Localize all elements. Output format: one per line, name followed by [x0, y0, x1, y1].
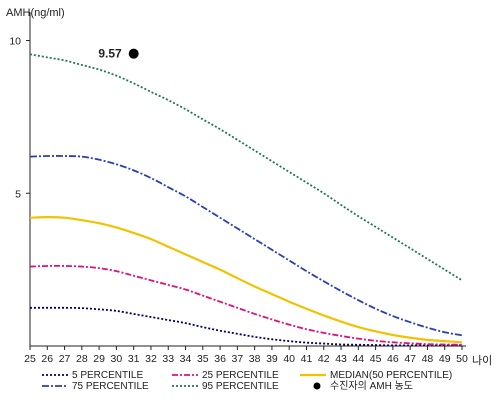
- x-tick-label: 37: [232, 353, 244, 365]
- x-tick-label: 49: [439, 353, 451, 365]
- x-tick-label: 32: [145, 353, 157, 365]
- x-tick-label: 27: [59, 353, 71, 365]
- x-tick-label: 25: [24, 353, 36, 365]
- x-tick-label: 35: [197, 353, 209, 365]
- legend-label-5-percentile: 5 PERCENTILE: [72, 370, 143, 381]
- x-tick-label: 39: [266, 353, 278, 365]
- legend-marker-patient-point: [313, 382, 321, 390]
- series-line-95-percentile: [29, 53, 463, 282]
- y-axis-title: AMH(ng/ml): [6, 7, 65, 19]
- patient-point-label: 9.57: [98, 47, 122, 61]
- x-tick-label: 29: [93, 353, 105, 365]
- x-tick-label: 30: [111, 353, 123, 365]
- series-line-25-percentile: [29, 264, 463, 346]
- x-tick-label: 47: [404, 353, 416, 365]
- x-tick-label: 41: [301, 353, 313, 365]
- axes: 25 26 27 28 29 30 31 32 33 34 35 36 37 38 39 40 41 42 43 44…: [9, 12, 468, 365]
- x-tick-label: 42: [318, 353, 330, 365]
- y-tick-label: 10: [9, 36, 21, 48]
- x-tick-label: 40: [283, 353, 295, 365]
- x-tick-label: 45: [370, 353, 382, 365]
- x-tick-label: 28: [76, 353, 88, 365]
- series-line-5-percentile: [29, 306, 462, 347]
- x-tick-label: 38: [249, 353, 261, 365]
- x-tick-label: 31: [128, 353, 140, 365]
- x-tick-label: 36: [214, 353, 226, 365]
- legend-label-95-percentile: 95 PERCENTILE: [202, 381, 279, 392]
- x-tick-label: 33: [162, 353, 174, 365]
- legend-label-75-percentile: 75 PERCENTILE: [72, 381, 149, 392]
- legend-label-median-50-percentile: MEDIAN(50 PERCENTILE): [330, 370, 452, 381]
- x-tick-label: 34: [180, 353, 192, 365]
- x-tick-label: 44: [352, 353, 364, 365]
- y-tick-label: 5: [15, 188, 21, 200]
- x-tick-label: 50: [456, 353, 468, 365]
- patient-point: 9.57: [98, 47, 139, 61]
- x-axis-title: 나이: [472, 354, 492, 367]
- x-tick-label: 43: [335, 353, 347, 365]
- series-line-median-50-percentile: [29, 215, 463, 344]
- x-tick-label: 48: [422, 353, 434, 365]
- series-line-75-percentile: [29, 155, 463, 337]
- x-tick-label: 46: [387, 353, 399, 365]
- x-tick-label: 26: [41, 353, 53, 365]
- legend-label-25-percentile: 25 PERCENTILE: [202, 370, 279, 381]
- legend-label-patient-point: 수진자의 AMH 농도: [330, 380, 413, 392]
- series-lines: [29, 53, 463, 347]
- patient-point-marker: [128, 48, 139, 59]
